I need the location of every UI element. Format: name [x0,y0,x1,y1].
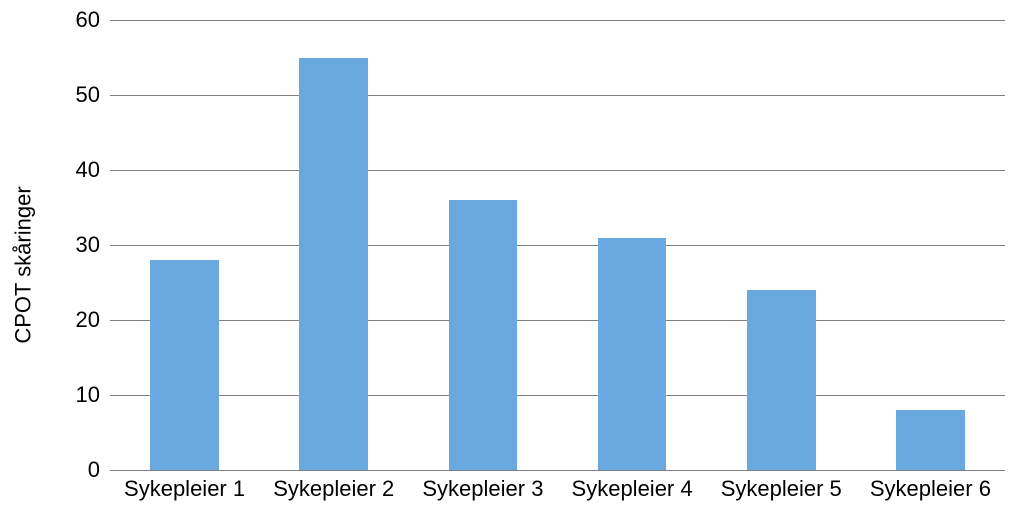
x-tick-label: Sykepleier 4 [572,476,693,502]
bar [747,290,816,470]
y-axis-label: CPOT skåringer [11,186,37,343]
bar [449,200,518,470]
y-tick-label: 0 [88,457,110,483]
x-tick-label: Sykepleier 1 [124,476,245,502]
plot-area: 0102030405060 [110,20,1005,470]
bar [598,238,667,471]
x-tick-label: Sykepleier 6 [870,476,991,502]
y-tick-label: 40 [76,157,110,183]
y-tick-label: 60 [76,7,110,33]
y-tick-label: 30 [76,232,110,258]
bar [299,58,368,471]
y-tick-label: 20 [76,307,110,333]
bar-chart: CPOT skåringer 0102030405060 Sykepleier … [0,0,1023,530]
y-tick-label: 50 [76,82,110,108]
gridline [110,470,1005,471]
bar [150,260,219,470]
x-axis-labels: Sykepleier 1 Sykepleier 2 Sykepleier 3 Syke… [110,476,1005,516]
bar [896,410,965,470]
y-tick-label: 10 [76,382,110,408]
x-tick-label: Sykepleier 3 [422,476,543,502]
x-tick-label: Sykepleier 5 [721,476,842,502]
x-tick-label: Sykepleier 2 [273,476,394,502]
